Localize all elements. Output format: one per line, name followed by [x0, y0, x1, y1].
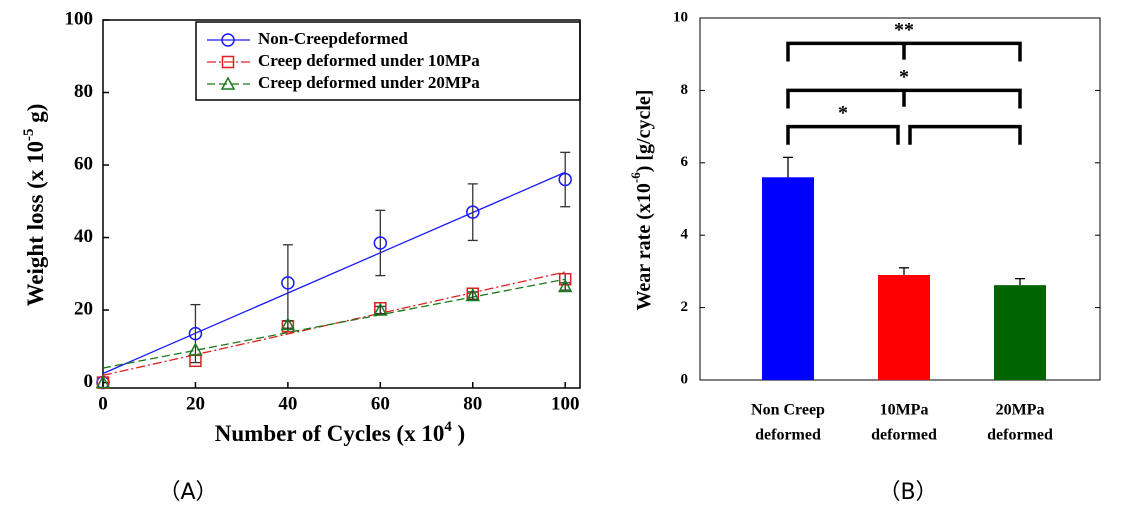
error-bar [190, 303, 201, 364]
y-tick-label: 40 [74, 226, 93, 247]
axis-label-sup: -6 [628, 172, 643, 183]
error-bar [899, 267, 909, 276]
error-bar [783, 156, 793, 178]
x-tick-label: 20MPa [996, 402, 1045, 419]
x-tick-label: deformed [987, 427, 1053, 444]
x-tick-label: 60 [371, 393, 390, 414]
x-tick-label: deformed [755, 427, 821, 444]
y-tick-label: 80 [74, 81, 93, 102]
significance-label: * [838, 102, 848, 124]
error-bar [282, 320, 293, 329]
x-tick-label: 40 [278, 393, 297, 414]
axis-label-text: Weight loss (x 10 [23, 141, 48, 306]
marker [373, 302, 388, 316]
plot-frame [102, 19, 581, 389]
marker [465, 287, 481, 302]
y-tick-label: 6 [681, 154, 689, 170]
marker [373, 236, 388, 250]
legend-label: Creep deformed under 10MPa [258, 51, 480, 70]
bar [994, 285, 1046, 380]
x-tick-label: 10MPa [880, 402, 929, 419]
marker [558, 172, 572, 187]
y-tick-label: 100 [65, 8, 94, 29]
marker [557, 278, 573, 293]
x-tick-label: Non Creep [751, 402, 825, 419]
error-bar [282, 244, 293, 322]
trend-line [102, 278, 566, 369]
significance-bracket [786, 124, 900, 145]
y-tick-label: 2 [681, 299, 689, 315]
axis-label-sup: 4 [444, 419, 452, 435]
axis-label-text: ) [g/cycle] [633, 90, 655, 173]
legend-box [195, 21, 581, 101]
error-bar [375, 209, 386, 277]
significance-label: * [899, 66, 909, 88]
axis-label-text: Number of Cycles (x 10 [215, 421, 445, 446]
bar [878, 275, 930, 380]
axis-label: Weight loss (x 10-5 g) [21, 104, 48, 307]
error-bar [560, 282, 571, 291]
marker [95, 374, 111, 389]
bar [762, 177, 814, 380]
y-tick-label: 4 [681, 227, 689, 243]
significance-bracket [786, 88, 1022, 109]
error-bar [560, 151, 571, 208]
legend-label: Creep deformed under 20MPa [258, 73, 480, 92]
y-tick-label: 8 [681, 82, 689, 98]
panel-label: （A） [158, 480, 217, 505]
x-tick-label: 80 [463, 393, 482, 414]
trend-line [102, 271, 566, 376]
panel-label: （B） [878, 480, 937, 505]
x-tick-label: deformed [871, 427, 937, 444]
axis-label-text: Wear rate (x10 [633, 183, 655, 310]
y-tick-label: 60 [74, 153, 93, 174]
marker [281, 276, 295, 290]
y-tick-label: 0 [84, 371, 94, 392]
x-tick-label: 0 [98, 393, 108, 414]
axis-label: Number of Cycles (x 104 ) [215, 419, 465, 446]
error-bar [1015, 277, 1025, 286]
legend-label: Non-Creepdeformed [258, 29, 408, 48]
legend-marker [221, 55, 235, 69]
significance-bracket [786, 41, 1022, 62]
significance-bracket [908, 124, 1022, 145]
axis-label-text: g) [23, 104, 48, 129]
y-tick-label: 20 [74, 298, 93, 319]
trend-line [102, 171, 566, 375]
legend-marker [221, 33, 235, 47]
marker [188, 342, 203, 356]
marker [280, 316, 296, 331]
significance-label: ** [894, 19, 914, 41]
error-bar [467, 291, 478, 300]
axis-label: Wear rate (x10-6) [g/cycle] [628, 90, 654, 311]
marker [466, 205, 480, 219]
axis-label-text: ) [452, 421, 465, 446]
y-tick-label: 10 [673, 9, 688, 25]
x-tick-label: 20 [186, 393, 205, 414]
error-bar [467, 183, 478, 242]
error-bar [375, 305, 386, 315]
legend-marker [220, 76, 236, 90]
axis-label-sup: -5 [21, 128, 37, 140]
y-tick-label: 0 [681, 371, 689, 387]
marker [188, 326, 203, 341]
x-tick-label: 100 [551, 393, 580, 414]
